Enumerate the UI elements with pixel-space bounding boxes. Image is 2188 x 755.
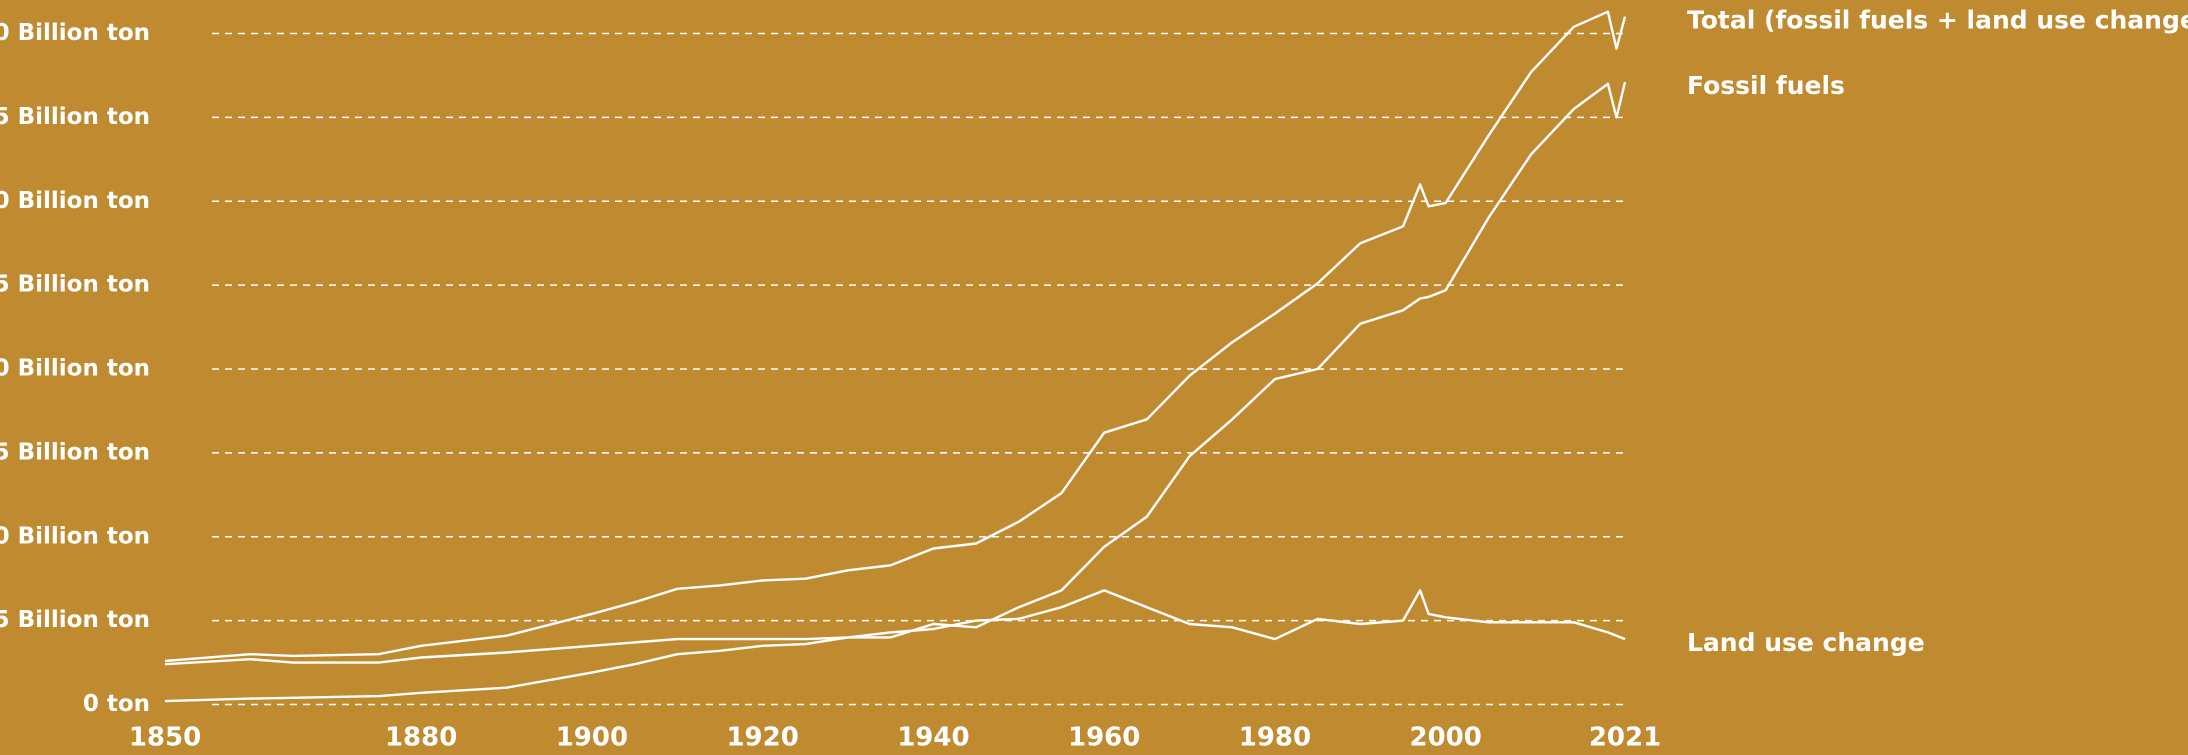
x-tick-label: 1880: [385, 723, 457, 753]
series-line: [164, 81, 1627, 703]
x-tick-label: 1960: [1068, 723, 1140, 753]
y-tick-label: 25 Billion ton: [0, 272, 150, 298]
x-tick-label: 1940: [897, 723, 969, 753]
y-tick-label: 0 ton: [83, 691, 150, 717]
x-tick-label: 1850: [129, 723, 201, 753]
x-tick-label: 2021: [1589, 723, 1661, 753]
y-tick-label: 30 Billion ton: [0, 188, 150, 214]
y-tick-label: 15 Billion ton: [0, 439, 150, 465]
series-line: [164, 589, 1626, 666]
x-tick-label: 1980: [1239, 723, 1311, 753]
series-line: [164, 10, 1627, 663]
y-tick-label: 40 Billion ton: [0, 20, 150, 46]
y-tick-label: 10 Billion ton: [0, 523, 150, 549]
x-tick-label: 1920: [726, 723, 798, 753]
y-tick-label: 20 Billion ton: [0, 356, 150, 382]
x-tick-label: 1900: [556, 723, 628, 753]
series-label: Total (fossil fuels + land use change): [1687, 6, 2188, 35]
series-label: Land use change: [1687, 628, 1925, 657]
x-tick-label: 2000: [1410, 723, 1482, 753]
y-tick-label: 35 Billion ton: [0, 104, 150, 130]
y-tick-label: 5 Billion ton: [0, 607, 150, 633]
series-label: Fossil fuels: [1687, 71, 1845, 100]
